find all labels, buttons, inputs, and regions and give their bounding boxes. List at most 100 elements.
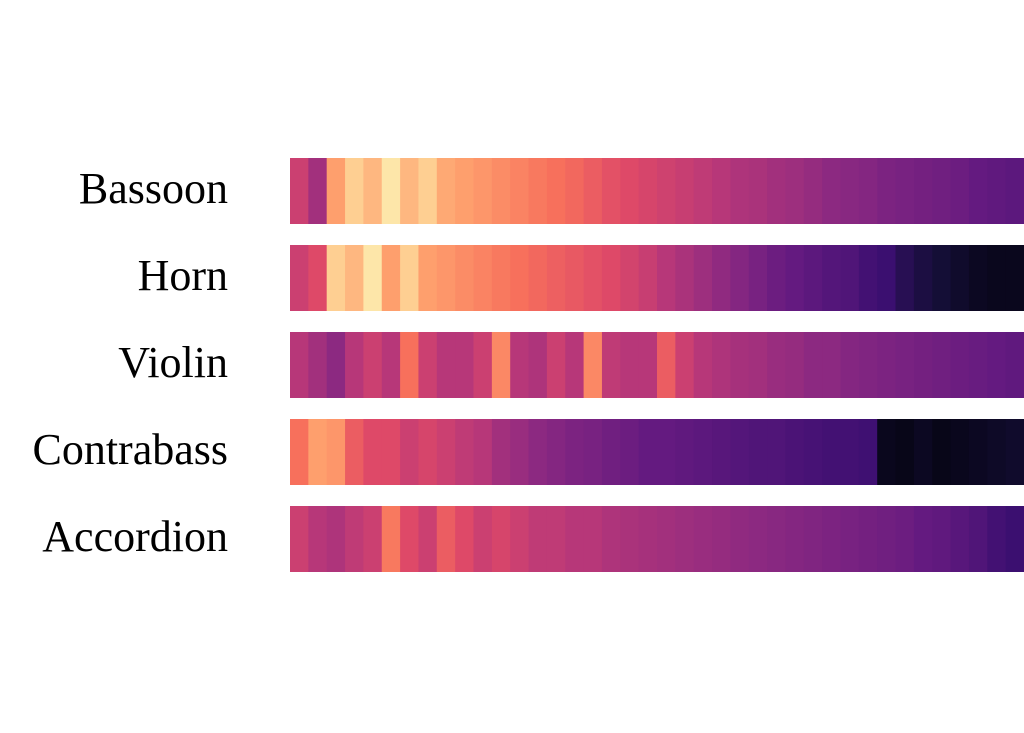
heat-cell [730,419,750,485]
heat-cell [400,419,420,485]
heat-cell [473,158,493,224]
heat-cell [345,158,364,224]
heat-cell [381,419,401,485]
heat-cell [785,245,805,311]
heat-cell [308,245,328,311]
heat-cell [620,245,640,311]
heat-cell [712,245,731,311]
heat-cell [693,506,713,572]
heat-cell [968,332,988,398]
heat-cell [418,419,438,485]
heat-cell [932,332,952,398]
heat-cell [767,158,787,224]
heat-cell [510,506,530,572]
heat-cell [748,158,768,224]
heat-cell [638,506,658,572]
heat-cell [822,506,842,572]
heat-cell [436,332,456,398]
heat-cell [767,245,787,311]
heat-cell [345,332,364,398]
heat-cell [620,158,640,224]
heat-cell [840,419,860,485]
heat-cell [290,332,309,398]
heat-cell [840,506,860,572]
heat-cell [858,332,878,398]
heat-cell [877,158,897,224]
heat-cell [473,419,493,485]
heat-cell [840,332,860,398]
heat-cell [326,419,346,485]
heat-cell [418,158,438,224]
heat-cell [657,158,676,224]
heat-cell [565,332,585,398]
heat-cell [326,506,346,572]
heat-cell [565,245,585,311]
heat-cell [473,506,493,572]
heat-cell [290,506,309,572]
heat-cell [785,158,805,224]
heat-cell [455,158,475,224]
heat-cell [400,506,420,572]
heat-cell [987,419,1007,485]
heat-cell [822,158,842,224]
heat-cell [803,245,823,311]
heat-cell [491,419,511,485]
heat-cell [987,332,1007,398]
heat-cell [528,332,548,398]
heat-cell [987,506,1007,572]
heat-cell [877,419,897,485]
heat-cell [638,245,658,311]
heat-cell [381,332,401,398]
heat-cell [932,419,952,485]
heat-cell [528,158,548,224]
heat-cell [950,419,970,485]
heat-cell [1005,245,1024,311]
heat-cell [712,419,731,485]
heat-cell [657,332,676,398]
heat-cell [473,332,493,398]
heat-cell [1005,506,1024,572]
heat-cell [748,245,768,311]
heat-cell [381,506,401,572]
heat-cell [546,245,566,311]
heat-cell [950,332,970,398]
heat-cell [565,506,585,572]
heat-cell [381,158,401,224]
heat-cell [455,506,475,572]
heat-cell [601,245,621,311]
heat-cell [436,245,456,311]
heat-cell [712,158,731,224]
heat-cell [1005,158,1024,224]
heat-cell [803,506,823,572]
heat-cell [913,245,933,311]
heat-cell [546,332,566,398]
heat-cell [308,332,328,398]
heat-cell [510,332,530,398]
row-label: Bassoon [79,164,228,213]
heat-cell [858,506,878,572]
heat-cell [968,419,988,485]
heat-cell [345,419,364,485]
heat-cell [436,158,456,224]
heat-cell [730,506,750,572]
heat-cell [308,506,328,572]
heat-cell [877,332,897,398]
heat-cell [418,506,438,572]
heat-cell [528,419,548,485]
heat-cell [767,419,787,485]
heat-cell [895,419,915,485]
heat-cell [968,506,988,572]
heat-cell [950,506,970,572]
heat-cell [803,158,823,224]
heat-cell [528,506,548,572]
heat-cell [363,158,383,224]
heat-cell [290,419,309,485]
heat-cell [693,158,713,224]
heat-cell [455,245,475,311]
heat-cell [822,419,842,485]
heat-cell [858,245,878,311]
heat-cell [950,158,970,224]
row-label: Contrabass [32,425,228,474]
